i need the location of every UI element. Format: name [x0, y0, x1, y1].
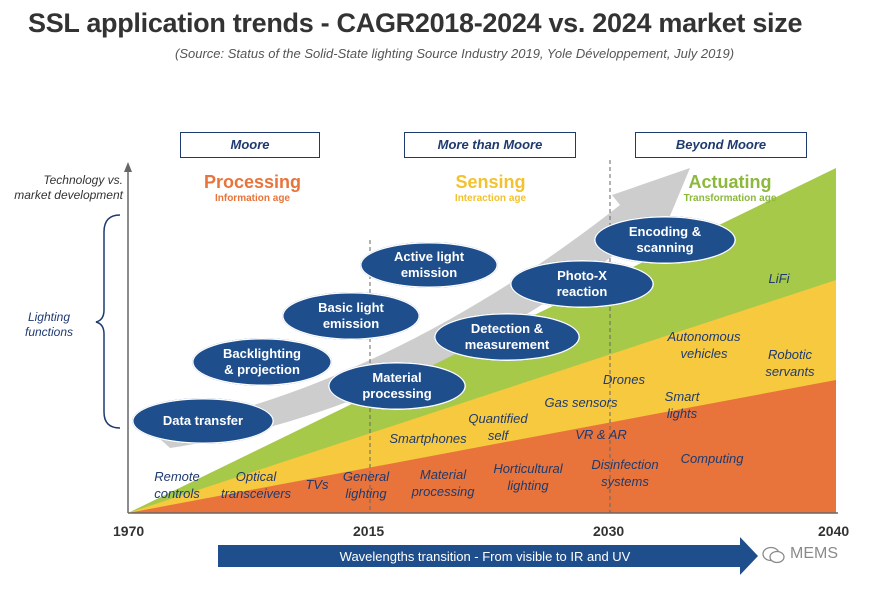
- app-robotic-servants: Robotic servants: [765, 347, 815, 379]
- function-encoding: Encoding & scanning: [594, 216, 736, 264]
- app-quantified-self: Quantified self: [468, 411, 528, 443]
- phase-sensing-title: Sensing: [455, 172, 526, 192]
- phase-processing-title: Processing: [203, 172, 302, 192]
- app-disinfection-systems: Disinfection systems: [591, 457, 659, 489]
- function-photo-x: Photo-X reaction: [510, 260, 654, 308]
- wavelength-transition-label: Wavelengths transition - From visible to…: [339, 549, 631, 564]
- function-active-light: Active light emission: [360, 242, 498, 288]
- phase-actuating-age: Transformation age: [683, 193, 777, 204]
- y-axis-arrow: [124, 162, 132, 172]
- app-general-lighting: General lighting: [342, 469, 390, 501]
- app-smartphones: Smartphones: [389, 431, 467, 446]
- app-drones: Drones: [603, 372, 645, 387]
- year-2040: 2040: [818, 523, 850, 539]
- phase-processing-age: Information age: [214, 193, 290, 204]
- processing-area: [128, 380, 836, 513]
- source-note: (Source: Status of the Solid-State light…: [175, 46, 735, 61]
- function-data-transfer: Data transfer: [132, 398, 274, 444]
- app-remote-controls: Remote controls: [154, 469, 200, 501]
- era-more-than-moore: More than Moore: [404, 132, 576, 158]
- function-basic-light: Basic light emission: [282, 292, 420, 340]
- wechat-icon: [762, 546, 785, 564]
- era-moore: Moore: [180, 132, 320, 158]
- year-2015: 2015: [353, 523, 385, 539]
- phase-sensing: Sensing Interaction age: [428, 172, 553, 204]
- phase-processing: Processing Information age: [190, 172, 315, 204]
- lighting-bracket: [95, 214, 121, 429]
- year-1970: 1970: [113, 523, 145, 539]
- function-material-processing: Material processing: [328, 362, 466, 410]
- app-optical-transceivers: Optical transceivers: [220, 469, 292, 501]
- app-smart-lights: Smart lights: [664, 389, 700, 421]
- app-gas-sensors: Gas sensors: [544, 395, 618, 410]
- y-axis-label: Technology vs. market development: [14, 173, 123, 202]
- function-backlighting: Backlighting & projection: [192, 338, 332, 386]
- phase-actuating: Actuating Transformation age: [660, 172, 800, 204]
- app-material-processing: Material processing: [411, 467, 475, 499]
- app-lifi: LiFi: [768, 271, 790, 286]
- phase-sensing-age: Interaction age: [454, 193, 527, 204]
- app-horticultural-lighting: Horticultural lighting: [493, 461, 563, 493]
- year-2030: 2030: [593, 523, 625, 539]
- slide-title: SSL application trends - CAGR2018-2024 v…: [28, 8, 803, 38]
- function-detection: Detection & measurement: [434, 313, 580, 361]
- wavelength-arrow: [218, 537, 758, 575]
- app-computing: Computing: [680, 451, 744, 466]
- app-autonomous-vehicles: Autonomous vehicles: [667, 329, 741, 361]
- mems-logo-text: MEMS: [790, 545, 838, 562]
- phase-actuating-title: Actuating: [688, 172, 772, 192]
- app-vr-ar: VR & AR: [575, 427, 627, 442]
- lighting-functions-label: Lighting functions: [24, 310, 74, 339]
- era-beyond-moore: Beyond Moore: [635, 132, 807, 158]
- app-tvs: TVs: [305, 477, 329, 492]
